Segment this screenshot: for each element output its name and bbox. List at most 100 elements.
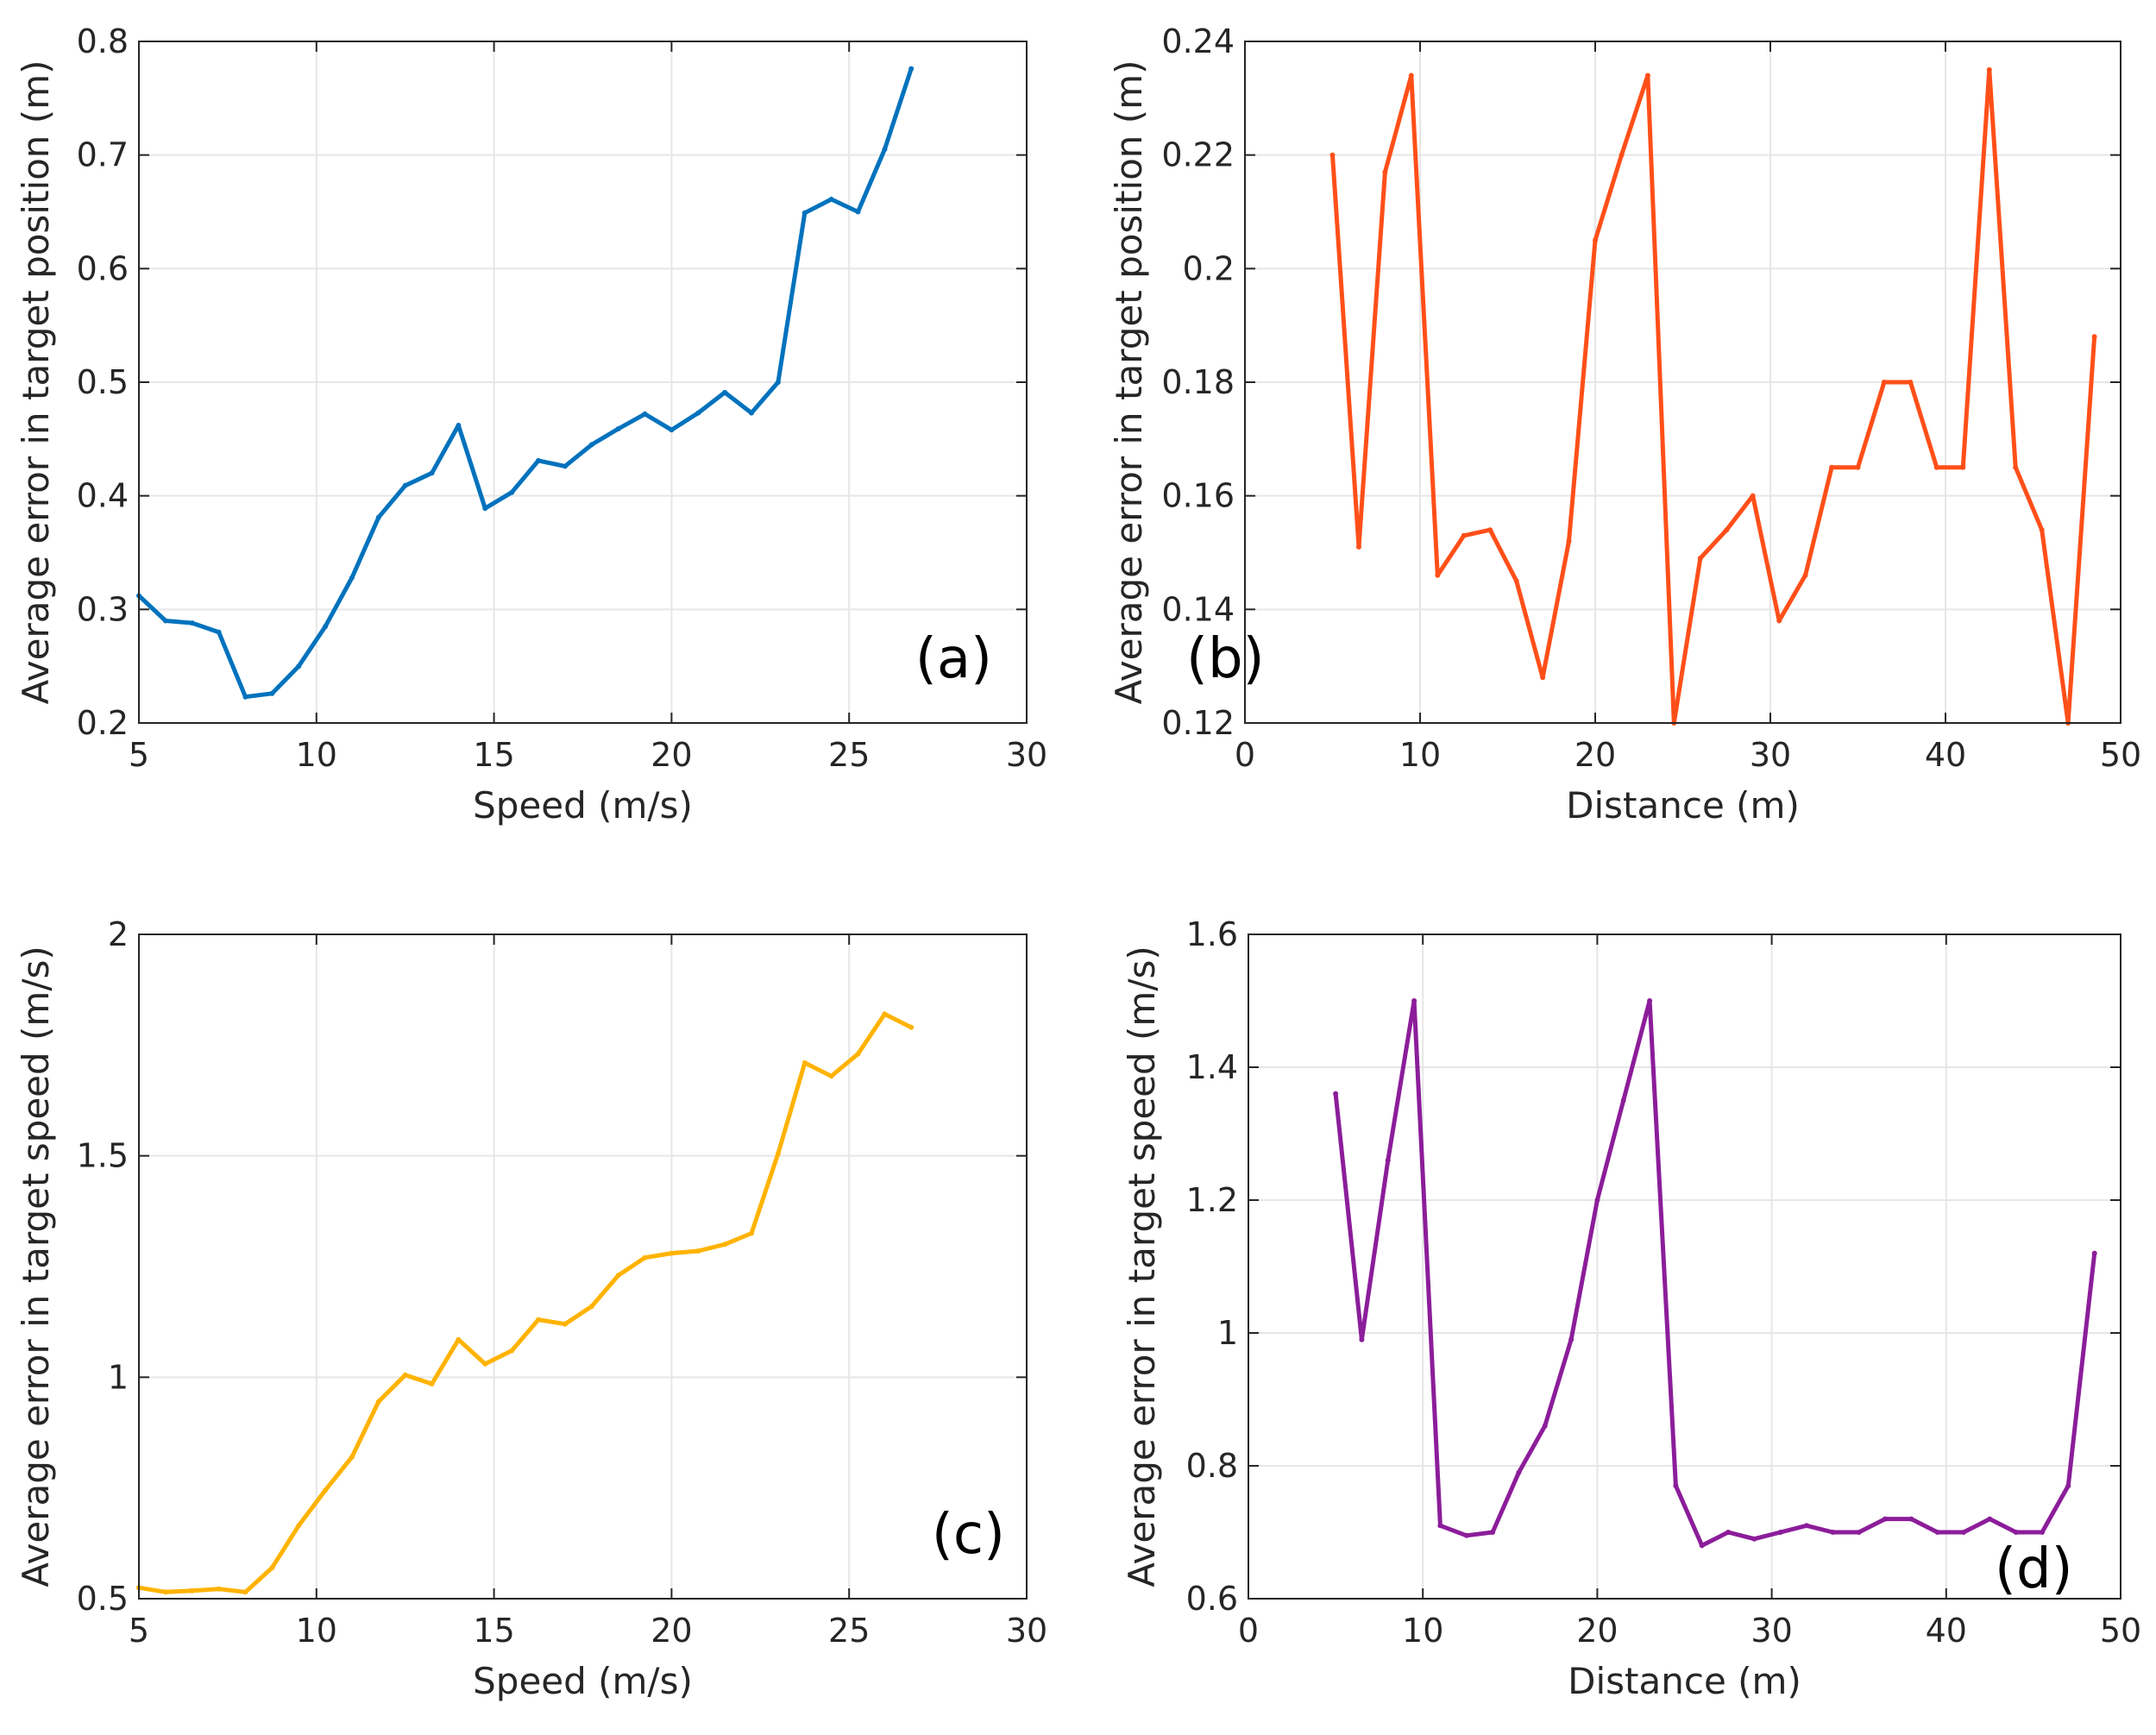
data-point-d-23 xyxy=(1934,1530,1940,1535)
data-point-d-6 xyxy=(1490,1530,1496,1535)
y-tick-label-d-0: 0.6 xyxy=(1186,1580,1238,1618)
x-tick-label-c-4: 25 xyxy=(828,1612,870,1650)
chart-panel-a: 5 10 15 20 25 30 0.2 0.3 0.4 0.5 0.6 0.7 0.8 Speed (m… xyxy=(15,22,1047,827)
axes-box-c xyxy=(138,934,1028,1600)
x-tick-label-d-3: 30 xyxy=(1751,1612,1792,1650)
plot-area-d xyxy=(1248,934,2121,1599)
data-point-b-0 xyxy=(1329,152,1336,158)
data-point-b-29 xyxy=(2091,334,2097,340)
data-point-a-17 xyxy=(588,442,594,448)
data-point-b-9 xyxy=(1566,538,1572,544)
data-point-c-15 xyxy=(536,1317,541,1323)
x-tick-label-d-5: 50 xyxy=(2100,1612,2141,1650)
x-tick-label-b-5: 50 xyxy=(2100,736,2141,774)
data-point-d-16 xyxy=(1751,1536,1757,1542)
x-tick-label-b-2: 20 xyxy=(1575,736,1616,774)
data-point-b-17 xyxy=(1776,618,1782,624)
data-point-d-21 xyxy=(1883,1516,1888,1522)
data-point-c-12 xyxy=(456,1336,462,1342)
data-point-c-20 xyxy=(669,1250,675,1256)
y-tick-label-d-2: 1 xyxy=(1217,1314,1238,1352)
y-axis-label-d: Average error in target speed (m/s) xyxy=(1121,946,1163,1587)
x-tick-label-d-4: 40 xyxy=(1926,1612,1967,1650)
x-tick-label-a-0: 5 xyxy=(129,736,149,774)
x-axis-label-d: Distance (m) xyxy=(1568,1660,1801,1702)
panel-label-a: (a) xyxy=(915,627,992,691)
y-tick-label-a-2: 0.4 xyxy=(77,477,129,515)
plot-area-c xyxy=(139,934,1027,1599)
data-point-c-9 xyxy=(375,1399,381,1405)
data-point-a-24 xyxy=(775,380,781,385)
data-point-a-4 xyxy=(242,694,248,700)
data-point-a-22 xyxy=(722,389,728,395)
x-tick-label-c-1: 10 xyxy=(296,1612,337,1650)
x-axis-label-c: Speed (m/s) xyxy=(473,1660,693,1702)
y-tick-label-a-3: 0.5 xyxy=(77,363,129,401)
data-point-a-3 xyxy=(216,629,222,635)
data-point-a-18 xyxy=(615,426,621,431)
y-axis-label-c: Average error in target speed (m/s) xyxy=(15,946,57,1587)
y-tick-label-b-6: 0.24 xyxy=(1161,22,1235,60)
data-point-a-23 xyxy=(749,410,754,416)
data-point-d-26 xyxy=(2013,1530,2019,1535)
data-point-d-27 xyxy=(2040,1530,2045,1535)
data-point-a-10 xyxy=(402,482,408,488)
data-point-d-28 xyxy=(2065,1483,2071,1489)
data-point-a-16 xyxy=(562,463,568,469)
x-tick-label-b-4: 40 xyxy=(1925,736,1966,774)
data-point-c-1 xyxy=(162,1589,168,1595)
data-point-d-13 xyxy=(1673,1483,1679,1489)
data-point-b-7 xyxy=(1513,578,1519,584)
data-point-c-16 xyxy=(562,1321,568,1327)
x-tick-label-d-0: 0 xyxy=(1238,1612,1259,1650)
data-point-a-8 xyxy=(349,575,355,581)
data-point-c-13 xyxy=(482,1361,488,1367)
y-tick-label-b-4: 0.2 xyxy=(1183,249,1235,287)
data-point-a-7 xyxy=(323,624,329,630)
chart-panel-b: 0 10 20 30 40 50 0.12 0.14 0.16 0.18 0.2 0.22 0.24 Di… xyxy=(1108,22,2141,827)
panel-label-c: (c) xyxy=(932,1503,1005,1567)
data-point-b-4 xyxy=(1435,572,1441,578)
data-point-c-24 xyxy=(775,1151,781,1157)
series-line-a xyxy=(136,66,914,700)
data-point-c-10 xyxy=(402,1372,408,1378)
x-tick-label-b-3: 30 xyxy=(1750,736,1791,774)
data-point-b-23 xyxy=(1933,464,1939,470)
data-point-c-8 xyxy=(349,1454,355,1460)
x-axis-label-a: Speed (m/s) xyxy=(473,784,693,827)
data-point-b-5 xyxy=(1461,532,1467,538)
axes-box-a xyxy=(138,41,1028,724)
data-point-a-9 xyxy=(375,514,381,520)
data-point-d-25 xyxy=(1987,1516,1993,1522)
data-point-b-21 xyxy=(1881,380,1887,385)
data-point-b-24 xyxy=(1960,464,1966,470)
y-axis-label-a: Average error in target position (m) xyxy=(15,60,57,705)
y-tick-label-b-3: 0.18 xyxy=(1161,363,1235,401)
x-tick-label-a-5: 30 xyxy=(1006,736,1047,774)
data-point-c-2 xyxy=(189,1587,195,1594)
data-point-a-5 xyxy=(269,690,275,696)
data-point-b-8 xyxy=(1540,675,1546,681)
y-tick-label-b-5: 0.22 xyxy=(1161,136,1235,174)
data-point-b-3 xyxy=(1408,72,1414,79)
data-point-a-21 xyxy=(695,410,701,416)
y-tick-label-d-1: 0.8 xyxy=(1186,1447,1238,1485)
x-tick-label-c-2: 15 xyxy=(473,1612,514,1650)
data-point-a-19 xyxy=(642,411,648,417)
data-point-d-22 xyxy=(1908,1516,1914,1522)
data-point-a-26 xyxy=(828,197,834,202)
data-point-d-9 xyxy=(1568,1336,1575,1342)
data-point-a-13 xyxy=(482,506,488,512)
data-point-a-6 xyxy=(296,663,302,669)
y-tick-label-c-3: 2 xyxy=(108,915,129,953)
data-point-d-4 xyxy=(1437,1523,1443,1529)
y-tick-label-b-1: 0.14 xyxy=(1161,590,1235,628)
data-point-b-2 xyxy=(1382,169,1388,175)
data-point-b-6 xyxy=(1487,527,1493,533)
panel-label-b: (b) xyxy=(1186,627,1265,691)
y-tick-label-a-5: 0.7 xyxy=(77,136,129,174)
data-point-d-15 xyxy=(1725,1530,1732,1535)
x-tick-label-c-0: 5 xyxy=(129,1612,149,1650)
data-point-a-27 xyxy=(855,209,861,215)
